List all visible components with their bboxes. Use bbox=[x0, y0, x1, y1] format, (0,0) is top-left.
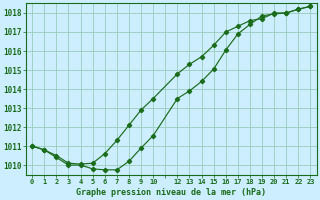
X-axis label: Graphe pression niveau de la mer (hPa): Graphe pression niveau de la mer (hPa) bbox=[76, 188, 266, 197]
